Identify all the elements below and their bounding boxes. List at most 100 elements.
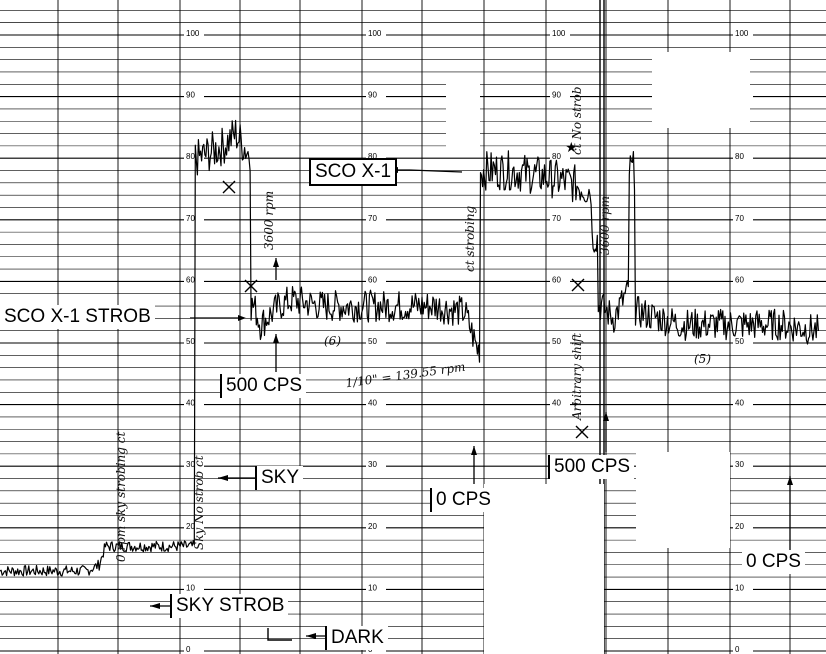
tick-bg <box>366 274 386 284</box>
tick-label: 40 <box>368 399 377 408</box>
tick-bg <box>184 336 204 345</box>
note-3600-rpm-b: 3600 rpm <box>598 195 612 255</box>
tick-label: 20 <box>186 522 195 531</box>
tick-bg <box>184 644 204 653</box>
tick-bg <box>184 582 204 592</box>
tick-bg <box>733 151 753 161</box>
tick-bg <box>733 274 753 284</box>
tick-label: 100 <box>735 29 749 38</box>
label-500-cps-a: 500 CPS <box>220 374 307 398</box>
tick-bg <box>366 582 386 592</box>
tick-label: 70 <box>552 214 561 223</box>
data-trace <box>0 119 819 577</box>
blank-patches <box>446 52 750 654</box>
tick-label: 50 <box>368 337 377 346</box>
blank-patch <box>652 52 750 128</box>
tick-label: 30 <box>368 460 377 469</box>
cross-mark <box>244 279 258 293</box>
tick-label: 40 <box>186 399 195 408</box>
tick-bg <box>550 212 570 222</box>
tick-bg <box>366 459 386 469</box>
label-sky: SKY <box>255 466 304 490</box>
tick-bg <box>733 397 753 407</box>
tick-bg <box>733 28 753 37</box>
tick-bg <box>733 459 753 469</box>
blank-patch <box>636 452 730 548</box>
tick-bg <box>550 274 570 284</box>
trace-line <box>0 119 819 577</box>
tick-label: 50 <box>186 337 195 346</box>
tick-label: 20 <box>368 522 377 531</box>
tick-bg <box>184 397 204 407</box>
tick-bg <box>733 336 753 345</box>
tick-bg <box>184 89 204 99</box>
tick-label: 40 <box>552 399 561 408</box>
tick-bg <box>366 89 386 99</box>
note-run-5: (5) <box>694 352 711 366</box>
tick-label: 100 <box>186 29 200 38</box>
tick-label: 60 <box>552 275 561 284</box>
tick-label: 70 <box>368 214 377 223</box>
arrow-500-cps-b-head <box>603 412 609 421</box>
tick-label: 20 <box>735 522 744 531</box>
tick-label: 80 <box>552 152 561 161</box>
label-sco-x1-strob: SCO X-1 STROB <box>0 305 155 329</box>
tick-label: 100 <box>552 29 566 38</box>
label-500-cps-b: 500 CPS <box>548 455 635 479</box>
tick-bg <box>184 274 204 284</box>
tick-bg <box>184 212 204 222</box>
cross-mark <box>571 278 585 292</box>
tick-label: 40 <box>735 399 744 408</box>
tick-bg <box>550 336 570 345</box>
label-sky-strob: SKY STROB <box>170 594 289 618</box>
tick-bg <box>733 212 753 222</box>
tick-label: 0 <box>186 645 191 654</box>
connector-sco-x1 <box>409 169 463 173</box>
tick-label: 10 <box>186 583 195 592</box>
blank-patch <box>446 78 480 150</box>
arrow-0-cps-a-head <box>471 446 477 455</box>
cross-mark <box>575 425 589 439</box>
note-sky-no-strob: Sky No strob ct <box>192 455 206 550</box>
note-ct-no-strob: ct No strob <box>570 86 584 155</box>
arrow-sky-strob-head <box>150 603 160 609</box>
note-arbitrary-shift: Arbitrary shift <box>570 333 584 420</box>
tick-label: 70 <box>186 214 195 223</box>
tick-label: 80 <box>186 152 195 161</box>
blank-patch <box>484 484 604 654</box>
label-sco-x1: SCO X-1 <box>309 158 398 186</box>
label-dark: DARK <box>325 626 388 650</box>
note-ct-strobing: ct strobing <box>463 205 477 272</box>
tick-bg <box>366 151 386 161</box>
tick-label: 50 <box>735 337 744 346</box>
tick-bg <box>550 151 570 161</box>
tick-label: 90 <box>186 91 195 100</box>
tick-label: 80 <box>368 152 377 161</box>
label-0-cps-b: 0 CPS <box>742 550 805 574</box>
star-mark: ★ <box>565 140 578 156</box>
tick-label: 60 <box>186 275 195 284</box>
arrow-sky-head <box>218 475 228 481</box>
tick-label: 90 <box>552 91 561 100</box>
tick-bg <box>184 28 204 37</box>
note-3600-rpm: 3600 rpm <box>262 190 276 250</box>
tick-bg <box>366 336 386 345</box>
tick-bg <box>366 212 386 222</box>
tick-bg <box>366 520 386 530</box>
tick-label: 10 <box>368 583 377 592</box>
tick-label: 80 <box>735 152 744 161</box>
cross-mark <box>222 180 236 194</box>
tick-label: 30 <box>735 460 744 469</box>
arrow-dark-head <box>306 633 316 639</box>
note-run-6: (6) <box>324 334 341 348</box>
arrow-sco-strob-head <box>238 315 246 321</box>
arrow-0-cps-b-head <box>787 476 793 485</box>
arrow-500-cps-a-head <box>273 334 279 343</box>
label-0-cps-a: 0 CPS <box>430 488 495 512</box>
tick-label: 70 <box>735 214 744 223</box>
tick-label: 60 <box>368 275 377 284</box>
dark-step <box>267 628 292 641</box>
tick-bg <box>550 397 570 407</box>
tick-label: 100 <box>368 29 382 38</box>
